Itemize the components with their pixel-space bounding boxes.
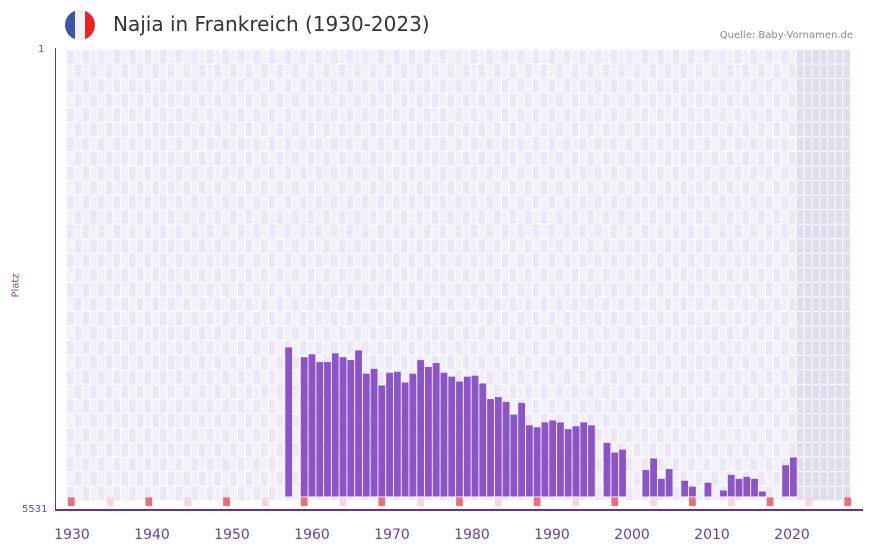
bar-2021 bbox=[789, 457, 797, 497]
bar-1976 bbox=[440, 372, 448, 497]
x-tick-label: 1980 bbox=[454, 527, 490, 543]
bar-1970 bbox=[393, 371, 401, 497]
bar-1977 bbox=[448, 376, 456, 497]
bar-2010 bbox=[704, 482, 712, 497]
y-axis-title: Platz bbox=[10, 273, 22, 298]
bar-1989 bbox=[541, 422, 549, 497]
bar-1973 bbox=[417, 360, 425, 497]
bar-1995 bbox=[588, 425, 595, 497]
bar-1978 bbox=[456, 381, 463, 497]
bar-2017 bbox=[758, 491, 766, 497]
bar-1997 bbox=[603, 442, 611, 497]
bar-1990 bbox=[549, 420, 557, 497]
bar-1967 bbox=[370, 368, 378, 497]
x-tick-label: 1950 bbox=[214, 527, 250, 543]
bar-1974 bbox=[425, 366, 432, 497]
y-tick-top: 1 bbox=[38, 44, 45, 55]
bar-1964 bbox=[347, 360, 355, 497]
bar-2007 bbox=[681, 480, 689, 497]
bar-1992 bbox=[564, 429, 572, 497]
bar-1968 bbox=[378, 385, 386, 497]
bar-2012 bbox=[720, 490, 727, 497]
y-axis-line bbox=[55, 48, 56, 510]
bar-1994 bbox=[580, 422, 588, 497]
x-tick-label: 1930 bbox=[54, 527, 90, 543]
x-tick-label: 1960 bbox=[294, 527, 330, 543]
bar-2013 bbox=[727, 474, 735, 497]
bar-1960 bbox=[316, 362, 324, 497]
x-tick-label: 1970 bbox=[374, 527, 410, 543]
x-tick-label: 2000 bbox=[614, 527, 650, 543]
bar-2005 bbox=[665, 469, 673, 497]
bar-2002 bbox=[642, 470, 650, 497]
bar-1975 bbox=[432, 363, 440, 497]
bar-2015 bbox=[743, 476, 751, 497]
bar-1981 bbox=[479, 383, 487, 497]
bar-1959 bbox=[308, 354, 316, 497]
bar-1963 bbox=[339, 357, 347, 497]
bar-1982 bbox=[487, 399, 494, 497]
bar-1958 bbox=[300, 357, 308, 497]
bar-2014 bbox=[735, 478, 743, 497]
bar-1987 bbox=[525, 425, 533, 497]
x-tick-label: 2010 bbox=[694, 527, 730, 543]
bar-1969 bbox=[386, 372, 393, 497]
bar-1966 bbox=[362, 373, 370, 497]
bar-1971 bbox=[401, 382, 409, 497]
bar-1956 bbox=[285, 347, 293, 497]
france-flag-icon bbox=[65, 10, 95, 40]
bar-1999 bbox=[619, 449, 626, 497]
bar-2020 bbox=[782, 465, 789, 497]
bar-2003 bbox=[650, 458, 657, 497]
bar-1983 bbox=[494, 397, 502, 497]
bar-1972 bbox=[409, 373, 417, 497]
bar-1965 bbox=[355, 350, 362, 497]
chart-title: Najia in Frankreich (1930-2023) bbox=[113, 12, 430, 36]
plot-area bbox=[66, 49, 852, 507]
bar-1993 bbox=[572, 426, 580, 497]
bar-1962 bbox=[331, 353, 339, 497]
x-tick-label: 1940 bbox=[134, 527, 170, 543]
bar-1985 bbox=[510, 414, 518, 497]
source-label: Quelle: Baby-Vornamen.de bbox=[719, 30, 853, 41]
bar-1991 bbox=[557, 422, 564, 497]
x-axis-line bbox=[55, 509, 863, 511]
bar-1961 bbox=[324, 362, 331, 497]
bar-1979 bbox=[463, 376, 471, 497]
bar-1998 bbox=[611, 452, 619, 497]
bar-1980 bbox=[471, 375, 479, 497]
bar-2004 bbox=[657, 478, 665, 497]
bar-2008 bbox=[689, 486, 696, 497]
bar-1988 bbox=[533, 427, 541, 497]
bar-1984 bbox=[502, 401, 510, 497]
x-tick-label: 2020 bbox=[774, 527, 810, 543]
bar-2016 bbox=[751, 478, 758, 497]
x-tick-label: 1990 bbox=[534, 527, 570, 543]
y-tick-bottom: 5531 bbox=[22, 504, 48, 515]
bar-1986 bbox=[518, 402, 525, 497]
